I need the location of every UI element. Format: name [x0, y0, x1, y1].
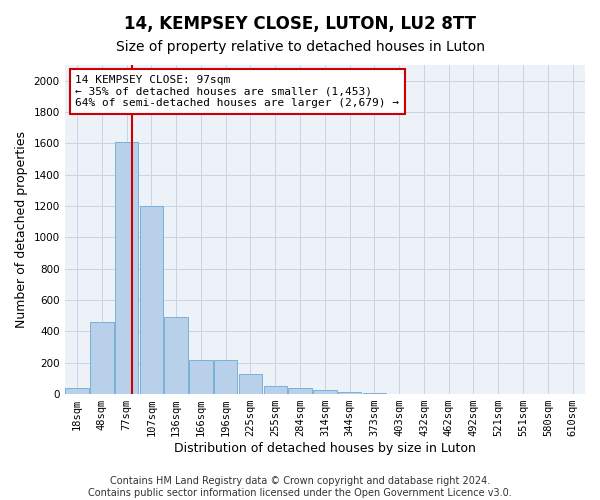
X-axis label: Distribution of detached houses by size in Luton: Distribution of detached houses by size …	[174, 442, 476, 455]
Bar	[140, 206, 163, 394]
Text: 14, KEMPSEY CLOSE, LUTON, LU2 8TT: 14, KEMPSEY CLOSE, LUTON, LU2 8TT	[124, 15, 476, 33]
Bar	[288, 388, 312, 394]
Y-axis label: Number of detached properties: Number of detached properties	[15, 131, 28, 328]
Text: Contains HM Land Registry data © Crown copyright and database right 2024.
Contai: Contains HM Land Registry data © Crown c…	[88, 476, 512, 498]
Bar	[189, 360, 213, 394]
Bar	[214, 360, 238, 394]
Bar	[313, 390, 337, 394]
Bar	[115, 142, 139, 394]
Text: Size of property relative to detached houses in Luton: Size of property relative to detached ho…	[115, 40, 485, 54]
Bar	[263, 386, 287, 394]
Bar	[164, 318, 188, 394]
Bar	[338, 392, 361, 394]
Bar	[65, 388, 89, 394]
Text: 14 KEMPSEY CLOSE: 97sqm
← 35% of detached houses are smaller (1,453)
64% of semi: 14 KEMPSEY CLOSE: 97sqm ← 35% of detache…	[75, 75, 399, 108]
Bar	[90, 322, 113, 394]
Bar	[239, 374, 262, 394]
